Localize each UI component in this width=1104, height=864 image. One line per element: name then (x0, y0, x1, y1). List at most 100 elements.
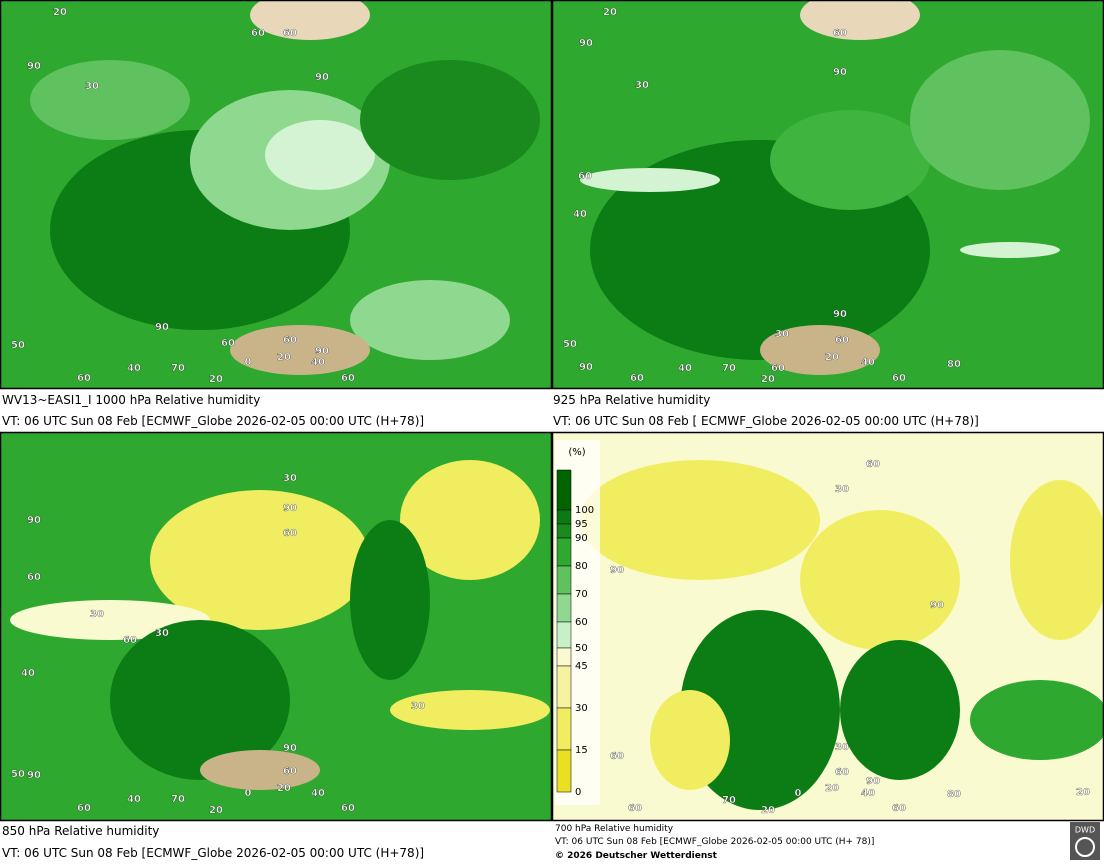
legend-label: 80 (575, 561, 588, 572)
contour-label: 60 (866, 459, 880, 470)
contour-label: 60 (77, 803, 91, 814)
contour-label: 60 (341, 803, 355, 814)
legend-label: 95 (575, 519, 588, 530)
contour-label: 20 (209, 805, 223, 816)
contour-label: 20 (209, 374, 223, 385)
legend-label: 15 (575, 745, 588, 756)
caption: WV13~EASI1_I 1000 hPa Relative humidity (2, 393, 260, 407)
contour-label: 60 (283, 28, 297, 39)
contour-label: 40 (861, 788, 875, 799)
legend-swatch (556, 509, 572, 525)
legend-swatch (556, 749, 572, 793)
caption: 700 hPa Relative humidity (555, 824, 674, 834)
contour-label: 0 (245, 788, 252, 799)
contour-label: 90 (833, 67, 847, 78)
contour-label: 60 (221, 338, 235, 349)
contour-label: 30 (155, 628, 169, 639)
contour-label: 90 (283, 743, 297, 754)
contour-label: 20 (277, 783, 291, 794)
contour-label: 30 (85, 81, 99, 92)
contour-label: 20 (277, 352, 291, 363)
legend-swatch (556, 537, 572, 567)
contour-label: 60 (283, 766, 297, 777)
contour-label: 60 (283, 528, 297, 539)
contour-label: 60 (833, 28, 847, 39)
contour-label: 70 (722, 795, 736, 806)
contour-label: 30 (835, 742, 849, 753)
contour-label: 90 (27, 61, 41, 72)
contour-label: 40 (311, 788, 325, 799)
contour-label: 20 (761, 805, 775, 816)
contour-label: 60 (892, 373, 906, 384)
contour-label: 50 (11, 769, 25, 780)
legend-swatch (556, 665, 572, 709)
contour-label: 40 (21, 668, 35, 679)
legend-swatch (556, 647, 572, 667)
caption: VT: 06 UTC Sun 08 Feb [ECMWF_Globe 2026-… (2, 846, 424, 860)
contour-label: 60 (341, 373, 355, 384)
contour-label: 40 (127, 363, 141, 374)
logo-text: DWD (1075, 826, 1095, 835)
contour-label: 90 (315, 346, 329, 357)
contour-label: 70 (722, 363, 736, 374)
contour-label: 70 (171, 794, 185, 805)
contour-label: 90 (27, 770, 41, 781)
contour-label: 60 (892, 803, 906, 814)
contour-label: 60 (578, 171, 592, 182)
contour-label: 20 (603, 7, 617, 18)
caption: VT: 06 UTC Sun 08 Feb [ECMWF_Globe 2026-… (2, 414, 424, 428)
contour-label: 80 (947, 789, 961, 800)
legend-label: 90 (575, 533, 588, 544)
contour-label: 40 (573, 209, 587, 220)
legend-label: 50 (575, 643, 588, 654)
contour-label: 60 (630, 373, 644, 384)
legend-label: 100 (575, 505, 594, 516)
map-1000hpa (0, 0, 551, 388)
contour-label: 40 (127, 794, 141, 805)
contour-label: 40 (311, 357, 325, 368)
contour-label: 60 (77, 373, 91, 384)
caption: 850 hPa Relative humidity (2, 824, 159, 838)
legend-swatch (556, 565, 572, 595)
legend-swatch (556, 469, 572, 511)
contour-label: 30 (635, 80, 649, 91)
contour-label: 20 (1076, 787, 1090, 798)
contour-label: 90 (283, 503, 297, 514)
legend-label: 0 (575, 787, 581, 798)
logo-icon (1075, 837, 1095, 857)
legend-label: 45 (575, 661, 588, 672)
contour-label: 90 (930, 600, 944, 611)
contour-label: 20 (53, 7, 67, 18)
contour-label: 80 (947, 359, 961, 370)
contour-label: 60 (27, 572, 41, 583)
legend-swatch (556, 523, 572, 539)
legend-swatch (556, 621, 572, 649)
contour-label: 30 (835, 484, 849, 495)
contour-label: 90 (610, 565, 624, 576)
legend-swatch (556, 593, 572, 623)
contour-label: 90 (833, 309, 847, 320)
legend-swatch (556, 707, 572, 751)
contour-label: 30 (775, 329, 789, 340)
contour-label: 40 (678, 363, 692, 374)
legend-label: 30 (575, 703, 588, 714)
caption: VT: 06 UTC Sun 08 Feb [ ECMWF_Globe 2026… (553, 414, 979, 428)
contour-label: 40 (861, 357, 875, 368)
contour-label: 50 (563, 339, 577, 350)
contour-label: 90 (579, 38, 593, 49)
contour-label: 0 (245, 357, 252, 368)
legend-label: 70 (575, 589, 588, 600)
contour-label: 20 (761, 374, 775, 385)
copyright: © 2026 Deutscher Wetterdienst (555, 851, 718, 861)
contour-label: 20 (825, 352, 839, 363)
contour-label: 60 (771, 363, 785, 374)
contour-label: 90 (27, 515, 41, 526)
contour-label: 90 (315, 72, 329, 83)
contour-label: 60 (628, 803, 642, 814)
map-925hpa (553, 0, 1104, 388)
logo (1070, 822, 1100, 860)
contour-label: 60 (610, 751, 624, 762)
contour-label: 0 (795, 788, 802, 799)
legend-unit: (%) (568, 447, 585, 458)
